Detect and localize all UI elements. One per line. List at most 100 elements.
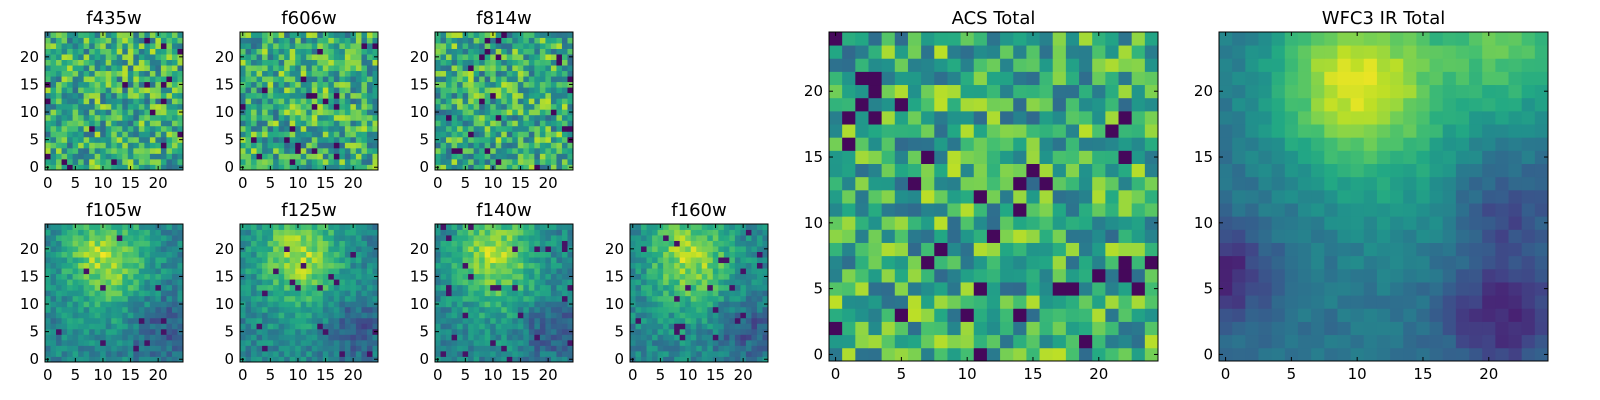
heatmap-cell: [366, 328, 373, 335]
heatmap-cell: [72, 262, 79, 269]
heatmap-cell: [278, 158, 285, 165]
heatmap-cell: [78, 87, 85, 94]
heatmap-cell: [166, 43, 173, 49]
heatmap-cell: [523, 65, 530, 72]
heatmap-cell: [105, 295, 112, 302]
heatmap-cell: [56, 109, 62, 116]
heatmap-cell: [127, 334, 134, 341]
heatmap-cell: [245, 295, 252, 302]
heatmap-cell: [868, 150, 883, 164]
heatmap-cell: [528, 87, 535, 94]
heatmap-cell: [149, 109, 156, 116]
heatmap-cell: [72, 345, 79, 352]
heatmap-cell: [646, 262, 653, 269]
heatmap-cell: [240, 290, 246, 297]
heatmap-cell: [718, 323, 725, 330]
heatmap-cell: [171, 345, 178, 352]
heatmap-cell: [1131, 176, 1146, 191]
heatmap-cell: [517, 246, 524, 252]
heatmap-cell: [657, 306, 664, 313]
heatmap-cell: [300, 70, 307, 77]
heatmap-cell: [122, 114, 129, 121]
heatmap-cell: [83, 103, 90, 110]
heatmap-cell: [256, 92, 263, 99]
heatmap-cell: [72, 229, 79, 236]
heatmap-cell: [256, 262, 263, 269]
heatmap-cell: [561, 235, 568, 241]
heatmap-cell: [657, 301, 664, 308]
heatmap-cell: [1118, 268, 1133, 283]
heatmap-cell: [361, 240, 368, 247]
heatmap-cell: [1000, 308, 1014, 322]
heatmap-cell: [479, 350, 486, 357]
heatmap-cell: [512, 235, 519, 241]
heatmap-cell: [762, 323, 769, 330]
heatmap-cell: [171, 350, 178, 357]
heatmap-cell: [934, 321, 948, 336]
heatmap-cell: [907, 334, 922, 349]
heatmap-cell: [451, 268, 458, 275]
heatmap-cell: [72, 290, 79, 297]
heatmap-cell: [973, 295, 988, 309]
heatmap-cell: [262, 323, 268, 330]
x-tick-label: 10: [483, 174, 502, 192]
heatmap-cell: [311, 328, 318, 335]
heatmap-cell: [567, 240, 574, 247]
heatmap-cell: [567, 114, 574, 121]
heatmap-cell: [630, 334, 636, 341]
heatmap-cell: [322, 345, 329, 352]
heatmap-cell: [473, 235, 480, 241]
heatmap-cell: [317, 76, 324, 83]
heatmap-cell: [372, 334, 379, 341]
heatmap-cell: [484, 334, 491, 341]
heatmap-cell: [262, 153, 268, 160]
heatmap-cell: [734, 350, 741, 357]
panel-title: f125w: [281, 200, 336, 221]
heatmap-cell: [435, 279, 441, 286]
heatmap-cell: [100, 131, 107, 138]
heatmap-cell: [756, 224, 763, 230]
heatmap-cell: [160, 301, 167, 308]
heatmap-cell: [539, 328, 546, 335]
heatmap-cell: [155, 246, 162, 252]
heatmap-cell: [278, 37, 285, 44]
heatmap-cell: [1000, 295, 1014, 309]
heatmap-cell: [484, 306, 491, 313]
heatmap-cell: [495, 59, 502, 66]
heatmap-cell: [479, 136, 486, 143]
heatmap-cell: [663, 268, 670, 275]
heatmap-cell: [668, 246, 675, 252]
heatmap-cell: [72, 279, 79, 286]
heatmap-cell: [534, 120, 541, 127]
heatmap-cell: [89, 339, 96, 346]
heatmap-cell: [506, 70, 513, 77]
heatmap-cell: [372, 345, 379, 352]
heatmap-cell: [663, 229, 670, 236]
heatmap-cell: [94, 229, 101, 236]
heatmap-cell: [177, 131, 184, 138]
heatmap-cell: [668, 323, 675, 330]
heatmap-cell: [339, 158, 346, 165]
heatmap-cell: [457, 136, 463, 143]
heatmap-cell: [344, 76, 351, 83]
heatmap-cell: [690, 273, 697, 280]
x-tick-label: 10: [483, 366, 502, 384]
heatmap-cell: [1105, 163, 1119, 178]
heatmap-cell: [116, 98, 123, 105]
heatmap-cell: [881, 295, 896, 309]
heatmap-cell: [278, 240, 285, 247]
heatmap-cell: [490, 120, 497, 127]
heatmap-cell: [855, 229, 869, 243]
heatmap-cell: [160, 32, 167, 38]
heatmap-cell: [567, 224, 574, 230]
heatmap-cell: [355, 37, 362, 44]
heatmap-cell: [657, 246, 664, 252]
heatmap-cell: [446, 70, 452, 77]
y-tick-label: 15: [410, 267, 429, 285]
heatmap-cell: [473, 109, 480, 116]
heatmap-cell: [1092, 176, 1106, 191]
heatmap-cell: [567, 317, 574, 324]
heatmap-cell: [306, 328, 313, 335]
heatmap-cell: [484, 54, 491, 60]
